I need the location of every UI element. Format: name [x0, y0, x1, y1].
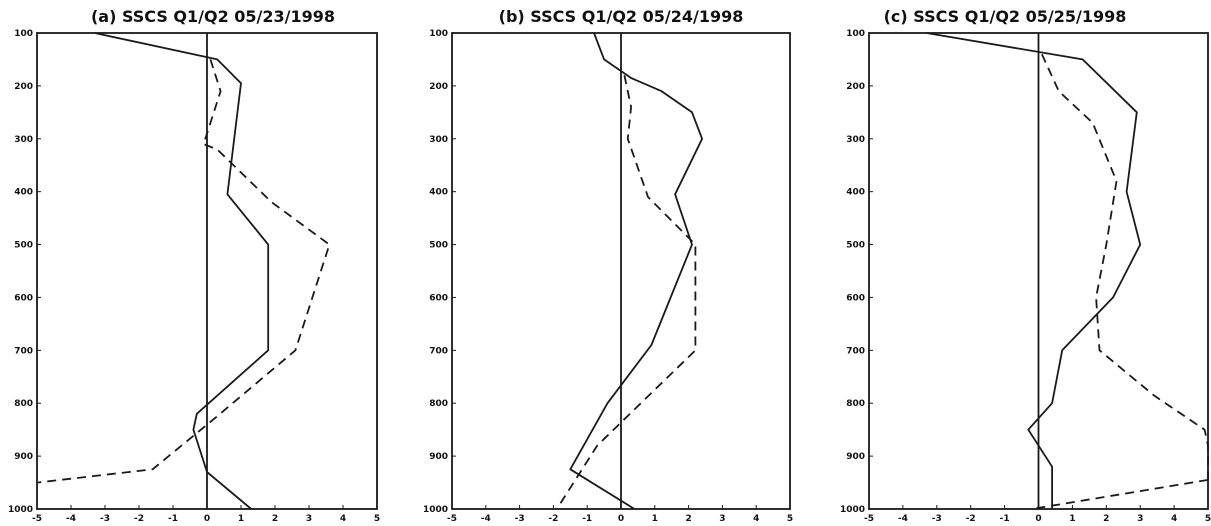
panel-c-y-tick-label: 500 [846, 241, 865, 251]
panel-b-y-tick-label: 700 [429, 346, 448, 356]
panel-b-y-tick-label: 100 [429, 29, 448, 39]
panel-a-x-tick-label: 1 [238, 514, 244, 524]
panel-b-y-tick-label: 800 [429, 399, 448, 409]
panel-b-x-tick-label: 4 [753, 514, 759, 524]
panel-c-x-tick-label: 3 [1137, 514, 1143, 524]
panel-c-y-tick-label: 700 [846, 346, 865, 356]
panel-b-x-tick-label: 2 [685, 514, 691, 524]
panel-a-x-tick-label: 4 [340, 514, 346, 524]
panel-a-x-tick-label: 3 [306, 514, 312, 524]
panel-b-y-tick-label: 600 [429, 293, 448, 303]
panel-c-y-tick-label: 400 [846, 188, 865, 198]
panel-a-plot: -5 -4 -3 -2 -1 0 1 2 3 4 5 100 200 300 400 500 600 700 800… [8, 29, 380, 524]
panel-c-y-tick-label: 100 [846, 29, 865, 39]
panel-c-x-tick-label: 2 [1103, 514, 1109, 524]
panel-b-x-tick-label: -4 [481, 514, 491, 524]
panel-a-y-tick-label: 500 [14, 241, 33, 251]
panel-c-x-tick-label: -5 [864, 514, 874, 524]
panel-b-x-tick-label: 3 [719, 514, 725, 524]
panel-c-title: (c) SSCS Q1/Q2 05/25/1998 [884, 7, 1127, 26]
panel-c-x-tick-label: -1 [1000, 514, 1010, 524]
panel-a-x-tick-label: -1 [168, 514, 178, 524]
panel-c-x-tick-label: 1 [1069, 514, 1075, 524]
panel-a-y-tick-label: 800 [14, 399, 33, 409]
panel-c-y-tick-label: 300 [846, 135, 865, 145]
panel-a-title: (a) SSCS Q1/Q2 05/23/1998 [91, 7, 335, 26]
panel-c-x-tick-label: -2 [966, 514, 976, 524]
panel-a-y-tick-label: 400 [14, 188, 33, 198]
panel-b-x-tick-label: -3 [515, 514, 525, 524]
panel-a-x-tick-label: -5 [32, 514, 42, 524]
panel-b-x-tick-label: -5 [447, 514, 457, 524]
panel-c-x-tick-label: 0 [1035, 514, 1041, 524]
panel-b-y-tick-label: 300 [429, 135, 448, 145]
panel-b-x-tick-label: 0 [618, 514, 624, 524]
panel-b-x-tick-label: 5 [787, 514, 793, 524]
panel-a-dashed-line-2 [36, 59, 331, 484]
panel-a-x-tick-label: -3 [100, 514, 110, 524]
panel-c-x-tick-label: -4 [898, 514, 908, 524]
panel-b-y-tick-label: 200 [429, 82, 448, 92]
panel-b-x-tick-label: 1 [652, 514, 658, 524]
panel-c-x-tick-label: 5 [1205, 514, 1211, 524]
panel-a-y-tick-label: 600 [14, 293, 33, 303]
panel-c-y-tick-label: 200 [846, 82, 865, 92]
panel-a: (a) SSCS Q1/Q2 05/23/1998 -5 -4 -3 -2 -1 0 1 2 3… [8, 7, 380, 524]
panel-b-x-tick-label: -1 [582, 514, 592, 524]
panel-a-x-tick-label: 5 [374, 514, 380, 524]
panel-c-dashed-line-3 [1031, 479, 1209, 510]
panel-b: (b) SSCS Q1/Q2 05/24/1998 -5 -4 -3 -2 -1 0 1 2 3… [423, 7, 793, 524]
panel-b-x-tick-label: -2 [548, 514, 558, 524]
panel-a-x-tick-label: 0 [204, 514, 210, 524]
panel-b-y-tick-label: 400 [429, 188, 448, 198]
panel-b-y-tick-label: 1000 [423, 505, 448, 515]
panel-a-y-tick-label: 900 [14, 452, 33, 462]
panel-c-y-tick-label: 900 [846, 452, 865, 462]
panel-c-y-tick-label: 1000 [840, 505, 865, 515]
panel-b-title: (b) SSCS Q1/Q2 05/24/1998 [499, 7, 744, 26]
panel-c-dashed-line-2 [1041, 53, 1209, 480]
panel-c-solid-line-1 [926, 32, 1142, 509]
panel-a-y-tick-label: 700 [14, 346, 33, 356]
panel-a-y-tick-label: 300 [14, 135, 33, 145]
panel-a-solid-line-1 [94, 32, 270, 510]
panel-c-x-tick-label: 4 [1171, 514, 1177, 524]
panel-b-plot: -5 -4 -3 -2 -1 0 1 2 3 4 5 100 200 300 400 500 600 700 800… [423, 29, 793, 524]
panel-c: (c) SSCS Q1/Q2 05/25/1998 -5 -4 -3 -2 -1 0 1 2 3… [840, 7, 1211, 524]
panel-c-y-tick-label: 600 [846, 293, 865, 303]
panel-a-y-tick-label: 100 [14, 29, 33, 39]
panel-c-plot: -5 -4 -3 -2 -1 0 1 2 3 4 5 100 200 300 400 500 600 700 800… [840, 29, 1211, 524]
panel-b-y-tick-label: 900 [429, 452, 448, 462]
panel-a-x-tick-label: -4 [66, 514, 76, 524]
panel-a-y-tick-label: 200 [14, 82, 33, 92]
panel-b-y-tick-label: 500 [429, 241, 448, 251]
panel-a-x-tick-label: -2 [134, 514, 144, 524]
panel-c-y-tick-label: 800 [846, 399, 865, 409]
panel-b-dashed-line-2 [556, 75, 697, 510]
panel-a-x-tick-label: 2 [272, 514, 278, 524]
panel-b-solid-line-1 [569, 32, 703, 510]
panel-c-x-tick-label: -3 [932, 514, 942, 524]
panel-a-y-tick-label: 1000 [8, 505, 33, 515]
